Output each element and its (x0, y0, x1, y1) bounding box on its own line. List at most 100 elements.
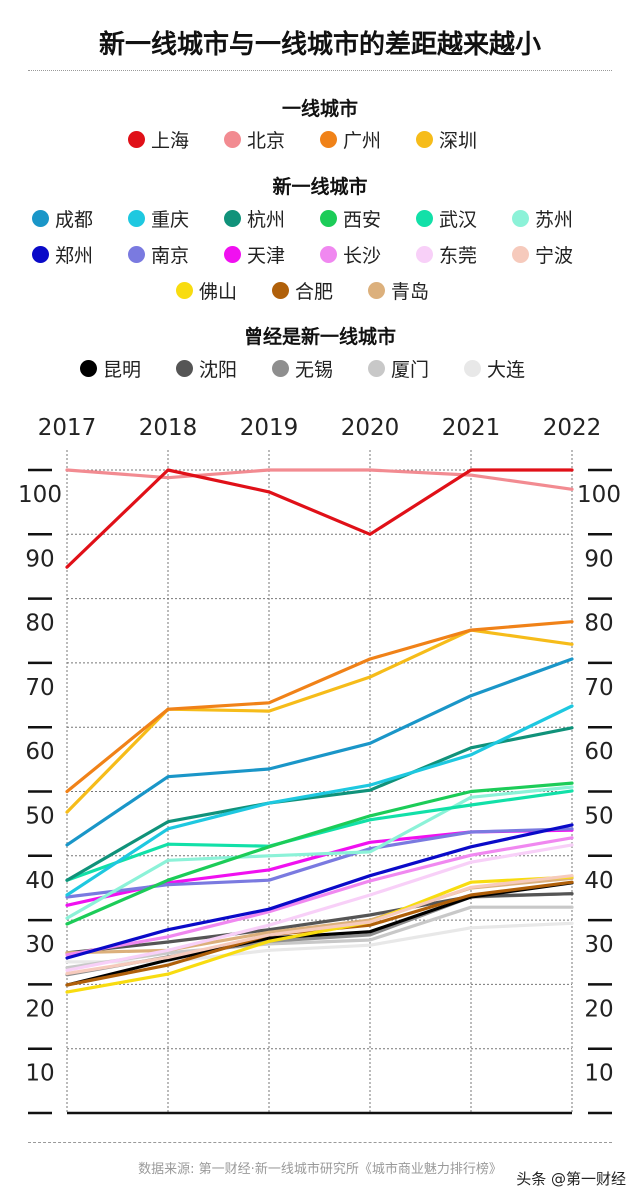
x-tick-label: 2022 (543, 415, 602, 441)
y-tick-label-left: 90 (25, 546, 54, 572)
legend-label: 大连 (487, 359, 526, 381)
legend-item: 天津 (224, 241, 320, 268)
series-line-上海 (65, 468, 574, 569)
legend-label: 苏州 (535, 209, 574, 231)
x-tick-label: 2018 (139, 415, 198, 441)
legend-swatch-icon (320, 210, 337, 227)
legend-row: 佛山 合肥 青岛 (0, 277, 640, 304)
legend-label: 无锡 (295, 359, 334, 381)
legend-label: 成都 (55, 209, 94, 231)
legend-item: 上海 (128, 126, 224, 153)
legend-swatch-icon (32, 210, 49, 227)
legend-item: 成都 (32, 205, 128, 232)
legend-label: 北京 (247, 130, 286, 152)
legend-item: 苏州 (512, 205, 608, 232)
line-chart: 10 10 20 20 30 30 40 40 50 50 60 60 70 70 80 80 90 90 100 1… (0, 400, 640, 1140)
legend-label: 天津 (247, 245, 286, 267)
series-line-郑州 (65, 823, 574, 960)
legend-item: 合肥 (272, 277, 368, 304)
y-tick-label-right: 50 (584, 804, 613, 830)
legend-label: 南京 (151, 245, 190, 267)
legend-item: 宁波 (512, 241, 608, 268)
series-line-东莞 (65, 843, 574, 972)
legend-label: 重庆 (151, 209, 190, 231)
legend-item: 沈阳 (176, 355, 272, 382)
legend-heading: 曾经是新一线城市 (243, 326, 396, 348)
legend-row: 成都 重庆 杭州 西安 武汉 苏州 (0, 205, 640, 232)
y-tick-label-right: 100 (577, 482, 621, 508)
legend-label: 佛山 (199, 281, 238, 303)
y-tick-label-left: 100 (18, 482, 62, 508)
series-line-长沙 (65, 836, 574, 957)
legend-label: 杭州 (247, 209, 286, 231)
legend-item: 南京 (128, 241, 224, 268)
legend-swatch-icon (224, 131, 241, 148)
legend-item: 武汉 (416, 205, 512, 232)
legend-row: 昆明 沈阳 无锡 厦门 大连 (0, 355, 640, 382)
legend-label: 沈阳 (199, 359, 238, 381)
y-tick-label-left: 10 (25, 1061, 54, 1087)
series-line-北京 (65, 468, 574, 491)
legend-item: 昆明 (80, 355, 176, 382)
y-tick-label-left: 50 (25, 804, 54, 830)
legend-label: 宁波 (535, 245, 574, 267)
legend-item: 佛山 (176, 277, 272, 304)
y-tick-label-right: 70 (584, 675, 613, 701)
legend-swatch-icon (224, 210, 241, 227)
y-tick-label-left: 20 (25, 996, 54, 1022)
y-tick-label-left: 70 (25, 675, 54, 701)
series-line-重庆 (65, 704, 574, 897)
y-tick-label-right: 80 (584, 611, 613, 637)
legend-label: 青岛 (391, 281, 430, 303)
legend-swatch-icon (368, 360, 385, 377)
legend-label: 武汉 (439, 209, 478, 231)
legend-row: 上海 北京 广州 深圳 (0, 126, 640, 153)
series-line-宁波 (65, 874, 574, 976)
legend-label: 郑州 (55, 245, 94, 267)
legend-label: 东莞 (439, 245, 478, 267)
legend-item: 大连 (464, 355, 560, 382)
series-line-佛山 (65, 875, 574, 994)
y-tick-label-right: 20 (584, 996, 613, 1022)
y-tick-label-right: 60 (584, 739, 613, 765)
x-tick-label: 2019 (240, 415, 299, 441)
legend-item: 东莞 (416, 241, 512, 268)
legend-heading: 新一线城市 (272, 176, 368, 198)
legend-swatch-icon (416, 210, 433, 227)
y-axis: 10 10 20 20 30 30 40 40 50 50 60 60 70 70 80 80 90 90 100 1… (18, 468, 621, 1115)
legend-item: 重庆 (128, 205, 224, 232)
series-line-杭州 (65, 726, 574, 882)
series-line-深圳 (65, 628, 574, 814)
legend-label: 广州 (343, 130, 382, 152)
legend-swatch-icon (176, 360, 193, 377)
legend-swatch-icon (32, 246, 49, 263)
legend-swatch-icon (464, 360, 481, 377)
y-tick-label-left: 60 (25, 739, 54, 765)
series-line-广州 (65, 620, 574, 794)
legend-item: 郑州 (32, 241, 128, 268)
legend-swatch-icon (512, 246, 529, 263)
legend-swatch-icon (320, 246, 337, 263)
legend-item: 青岛 (368, 277, 464, 304)
legend-swatch-icon (416, 131, 433, 148)
legend-item: 无锡 (272, 355, 368, 382)
x-axis: 2017 2018 2019 2020 2021 2022 (38, 415, 602, 441)
watermark: 头条 @第一财经 (516, 1170, 626, 1188)
y-tick-label-left: 30 (25, 932, 54, 958)
y-tick-label-right: 90 (584, 546, 613, 572)
series-lines (65, 468, 574, 994)
legend-label: 昆明 (103, 359, 142, 381)
legend-swatch-icon (128, 131, 145, 148)
legend-swatch-icon (128, 246, 145, 263)
series-line-沈阳 (65, 892, 574, 955)
series-line-大连 (65, 921, 574, 964)
y-tick-label-right: 30 (584, 932, 613, 958)
series-line-苏州 (65, 785, 574, 920)
legend-swatch-icon (176, 282, 193, 299)
y-tick-label-left: 40 (25, 868, 54, 894)
grid (66, 450, 573, 1115)
y-tick-label-left: 80 (25, 611, 54, 637)
legend-swatch-icon (320, 131, 337, 148)
legend-item: 长沙 (320, 241, 416, 268)
legend-swatch-icon (272, 282, 289, 299)
